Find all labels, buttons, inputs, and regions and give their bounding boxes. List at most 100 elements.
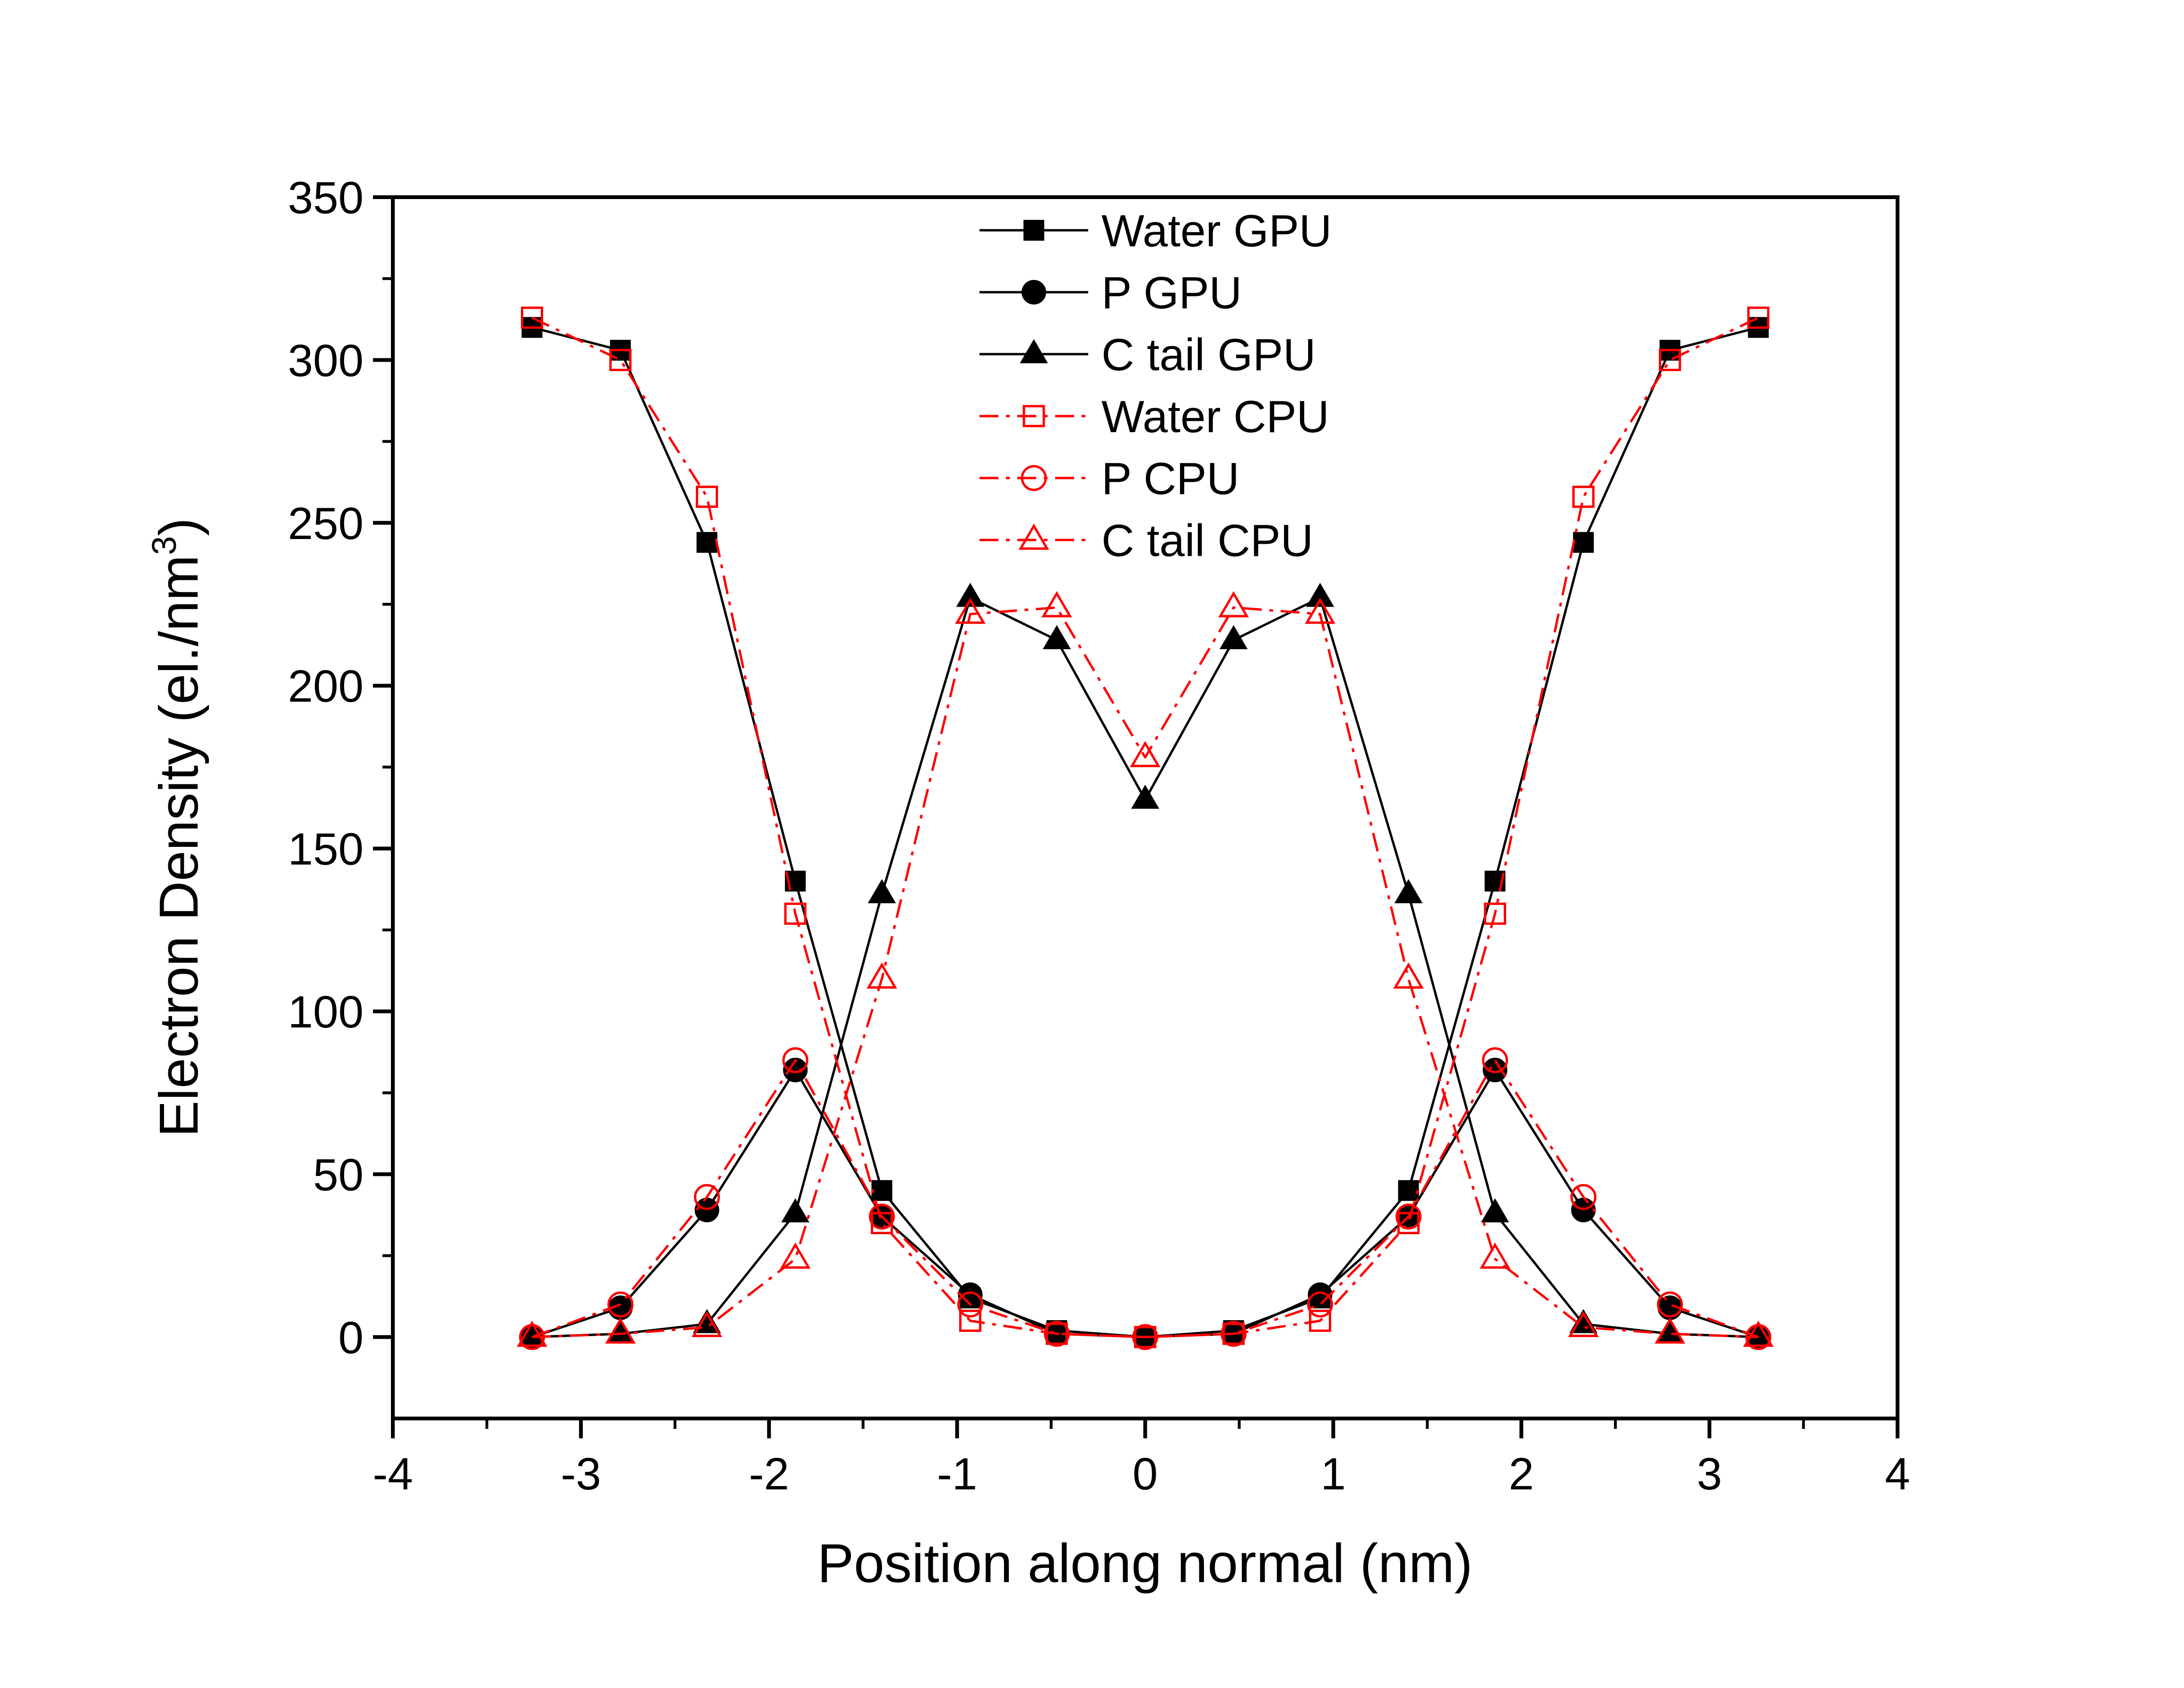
data-point xyxy=(1482,1057,1508,1082)
y-axis-title-suffix: ) xyxy=(148,518,209,536)
legend-item: P GPU xyxy=(979,268,1242,318)
data-point xyxy=(1484,902,1507,925)
legend: Water GPU P GPU C tail GPU Water CPU P CPU C … xyxy=(979,206,1332,566)
legend-item: P CPU xyxy=(979,453,1239,504)
data-point xyxy=(1393,962,1424,989)
data-point xyxy=(1307,1291,1334,1318)
data-point xyxy=(957,1291,983,1318)
legend-item: Water GPU xyxy=(979,206,1332,256)
data-point xyxy=(1309,1309,1332,1332)
series-line xyxy=(531,1059,1759,1339)
data-point xyxy=(1747,306,1770,329)
legend-marker xyxy=(1018,523,1049,550)
data-point xyxy=(696,532,718,553)
data-point xyxy=(868,1203,895,1230)
x-tick-label: -3 xyxy=(561,1449,601,1499)
y-tick-label: 250 xyxy=(288,498,364,549)
y-axis-title: Electron Density (el./nm3) xyxy=(146,518,209,1137)
data-point xyxy=(607,1291,633,1318)
legend-label: P GPU xyxy=(1101,268,1242,318)
data-point xyxy=(520,306,543,329)
data-point xyxy=(1041,591,1072,618)
data-point xyxy=(783,1057,808,1082)
data-point xyxy=(1308,1282,1333,1307)
legend-item: C tail GPU xyxy=(979,330,1316,380)
data-point xyxy=(1043,1321,1070,1347)
data-point xyxy=(784,902,806,925)
data-point xyxy=(867,962,897,989)
y-tick-label: 0 xyxy=(338,1313,364,1363)
data-point xyxy=(1131,784,1160,809)
data-point xyxy=(867,879,896,904)
y-tick-label: 200 xyxy=(288,661,364,712)
data-point xyxy=(1305,597,1335,624)
legend-item: Water CPU xyxy=(979,392,1329,442)
data-point xyxy=(1130,741,1161,767)
legend-label: Water CPU xyxy=(1101,392,1329,442)
data-point xyxy=(609,348,632,371)
data-point xyxy=(693,1184,720,1210)
legend-marker xyxy=(1022,280,1046,305)
plot-area xyxy=(517,306,1774,1350)
data-point xyxy=(1568,1311,1599,1337)
data-point xyxy=(1657,1291,1683,1318)
data-point xyxy=(1306,583,1335,607)
data-point xyxy=(1219,625,1248,650)
legend-marker xyxy=(1021,465,1047,491)
data-point xyxy=(692,1311,722,1337)
y-tick-label: 150 xyxy=(288,824,364,875)
data-point xyxy=(871,1180,893,1201)
y-axis-title-main: Electron Density (el./nm xyxy=(148,555,209,1137)
data-point xyxy=(694,1198,719,1223)
x-tick-label: 3 xyxy=(1697,1449,1722,1499)
series-c-tail-cpu xyxy=(517,591,1774,1347)
data-point xyxy=(958,1282,983,1307)
legend-label: P CPU xyxy=(1101,453,1239,504)
x-tick-label: -1 xyxy=(937,1449,977,1499)
data-point xyxy=(1571,1198,1596,1223)
data-point xyxy=(955,597,986,624)
data-point xyxy=(781,1198,810,1223)
legend-label: Water GPU xyxy=(1101,206,1332,256)
data-point xyxy=(780,1242,811,1269)
x-axis-title: Position along normal (nm) xyxy=(817,1532,1473,1594)
y-tick-label: 300 xyxy=(288,335,364,386)
data-point xyxy=(1743,1321,1774,1347)
data-point xyxy=(1132,1324,1158,1350)
data-point xyxy=(959,1309,981,1332)
data-point xyxy=(1659,348,1681,371)
data-point xyxy=(1480,1242,1510,1269)
data-point xyxy=(1398,1180,1419,1201)
legend-label: C tail CPU xyxy=(1101,515,1313,566)
data-point xyxy=(1221,1321,1247,1347)
y-tick-label: 350 xyxy=(288,173,364,223)
data-point xyxy=(1570,1184,1597,1210)
data-point xyxy=(517,1321,547,1347)
x-tick-label: 1 xyxy=(1321,1449,1346,1499)
data-point xyxy=(1395,1203,1422,1230)
data-point xyxy=(956,583,985,607)
axis-ticks: -4 -3 -2 -1 0 1 2 3 4 0 50 100 150 200 250 300 350 xyxy=(288,173,1910,1499)
data-point xyxy=(1481,1198,1509,1223)
data-point xyxy=(1042,625,1071,650)
data-point xyxy=(1482,1047,1508,1073)
legend-marker xyxy=(1020,339,1048,364)
data-point xyxy=(1573,532,1594,553)
data-point xyxy=(1218,591,1249,618)
legend-marker xyxy=(1023,405,1045,427)
data-point xyxy=(695,486,718,508)
series-p-cpu xyxy=(519,1047,1772,1350)
data-point xyxy=(605,1317,636,1344)
data-point xyxy=(1572,486,1595,508)
legend-marker xyxy=(1023,220,1044,241)
data-point xyxy=(1394,879,1423,904)
y-tick-label: 100 xyxy=(288,987,364,1037)
data-point xyxy=(782,1047,808,1073)
series-line xyxy=(532,606,1759,1339)
legend-item: C tail CPU xyxy=(979,515,1313,566)
y-tick-label: 50 xyxy=(313,1149,364,1200)
x-tick-label: -2 xyxy=(749,1449,789,1499)
x-tick-label: 4 xyxy=(1885,1449,1910,1499)
